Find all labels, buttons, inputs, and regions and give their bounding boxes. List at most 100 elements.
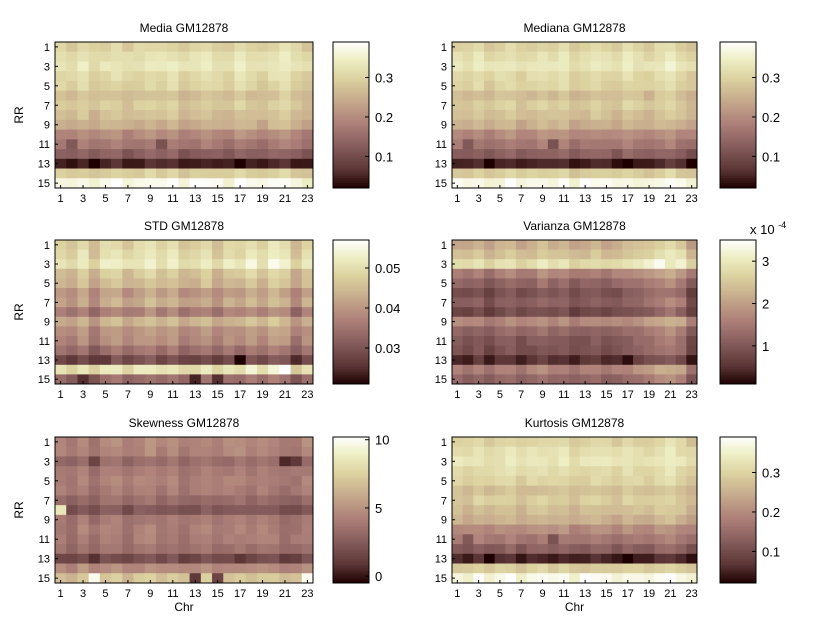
colorbar-strip	[720, 565, 756, 569]
heatmap-cell	[167, 364, 179, 375]
colorbar-tick-label: 0.2	[375, 110, 393, 125]
heatmap-cell	[526, 437, 538, 448]
heatmap-cell	[279, 355, 291, 366]
colorbar-strip	[333, 573, 369, 577]
heatmap-cell	[505, 466, 517, 477]
heatmap-cell	[189, 240, 202, 250]
heatmap-cell	[515, 553, 527, 564]
heatmap-cell	[686, 374, 698, 385]
heatmap-cell	[245, 42, 258, 53]
heatmap-cell	[505, 524, 517, 535]
heatmap-cell	[144, 514, 157, 525]
heatmap-cell	[167, 71, 179, 82]
heatmap-cell	[579, 168, 591, 179]
x-tick-label: 3	[476, 588, 482, 600]
heatmap-cell	[234, 374, 247, 385]
heatmap-cell	[88, 466, 101, 477]
heatmap-cell	[268, 90, 280, 101]
heatmap-cell	[99, 456, 112, 467]
heatmap-cell	[234, 129, 247, 140]
heatmap-cell	[200, 178, 213, 189]
heatmap-cell	[494, 446, 506, 457]
heatmap-cell	[665, 534, 677, 545]
heatmap-cell	[268, 288, 280, 298]
heatmap-cell	[189, 374, 202, 385]
heatmap-cell	[633, 336, 645, 346]
colorbar-strip	[720, 42, 756, 45]
heatmap-cell	[494, 278, 506, 289]
heatmap-cell	[111, 110, 123, 121]
heatmap-cell	[290, 71, 303, 82]
heatmap-cell	[547, 374, 559, 385]
heatmap-cell	[515, 278, 527, 289]
colorbar-strip	[720, 316, 756, 320]
heatmap-cell	[155, 90, 168, 101]
heatmap-cell	[569, 80, 581, 92]
heatmap-cell	[167, 336, 179, 346]
heatmap-cell	[301, 534, 314, 545]
heatmap-cell	[622, 355, 634, 366]
heatmap-cell	[579, 563, 591, 574]
colorbar-strip	[333, 362, 369, 366]
heatmap-cell	[88, 485, 101, 496]
heatmap-cell	[547, 278, 559, 289]
heatmap-cell	[686, 42, 698, 53]
heatmap-cell	[155, 249, 168, 260]
heatmap-cell	[569, 505, 581, 516]
heatmap-cell	[622, 240, 634, 250]
heatmap-cell	[452, 316, 464, 327]
colorbar-strip	[720, 273, 756, 277]
heatmap-cell	[200, 249, 213, 260]
y-tick-label: 7	[441, 100, 447, 112]
heatmap-cell	[537, 524, 549, 535]
heatmap-cell	[654, 42, 666, 53]
heatmap-cell	[290, 553, 303, 564]
heatmap-cell	[88, 80, 101, 92]
heatmap-cell	[601, 553, 613, 564]
heatmap-cell	[452, 129, 464, 140]
heatmap-cell	[88, 544, 101, 555]
x-tick-label: 7	[518, 588, 524, 600]
heatmap-cell	[144, 534, 157, 545]
heatmap-cell	[66, 249, 78, 260]
heatmap-cell	[473, 355, 485, 366]
heatmap-cell	[268, 61, 280, 72]
colorbar-strip	[720, 376, 756, 380]
heatmap-cell	[111, 80, 123, 92]
heatmap-cell	[558, 240, 570, 250]
chart-title: Skewness GM12878	[129, 416, 240, 430]
heatmap-cell	[462, 307, 474, 318]
heatmap-cell	[473, 316, 485, 327]
heatmap-cell	[279, 100, 291, 111]
heatmap-cell	[55, 505, 67, 516]
colorbar-tick-label: 0.1	[762, 149, 780, 164]
heatmap-cell	[569, 129, 581, 140]
heatmap-cell	[223, 437, 235, 448]
heatmap-cell	[66, 364, 78, 375]
colorbar-strip	[333, 527, 369, 530]
heatmap-cell	[633, 524, 645, 535]
heatmap-cell	[144, 364, 157, 375]
heatmap-cell	[245, 544, 258, 555]
colorbar-strip	[333, 541, 369, 545]
heatmap-cell	[256, 534, 269, 545]
heatmap-cell	[88, 437, 101, 448]
heatmap-cell	[569, 307, 581, 318]
heatmap-cell	[301, 456, 314, 467]
heatmap-cell	[144, 129, 157, 140]
colorbar-strip	[720, 95, 756, 99]
heatmap-cell	[558, 374, 570, 385]
heatmap-cell	[483, 307, 496, 318]
heatmap-cell	[558, 100, 570, 111]
heatmap-cell	[473, 505, 485, 516]
heatmap-cell	[601, 326, 613, 337]
colorbar-tick-label: 0.05	[375, 261, 400, 276]
heatmap-cell	[590, 475, 602, 487]
x-tick-label: 9	[147, 193, 153, 205]
heatmap-cell	[558, 178, 570, 189]
colorbar-strip	[720, 461, 756, 465]
heatmap-cell	[547, 297, 559, 308]
heatmap-cell	[675, 524, 687, 535]
heatmap-cell	[537, 485, 549, 496]
colorbar-strip	[720, 240, 756, 243]
